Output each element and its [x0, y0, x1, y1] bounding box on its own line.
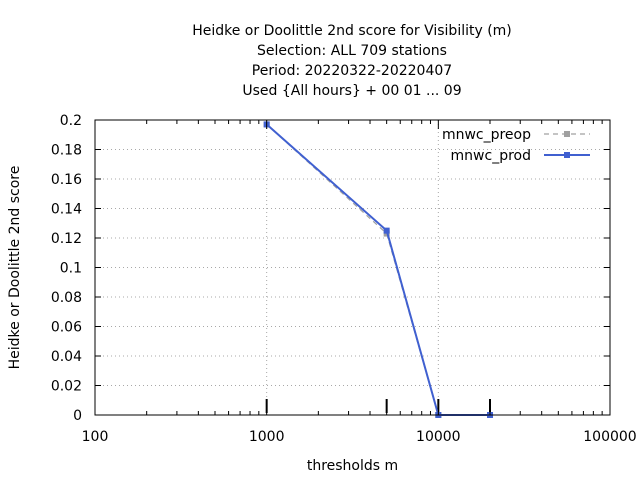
legend: mnwc_preop mnwc_prod	[442, 127, 590, 164]
y-axis-label: Heidke or Doolittle 2nd score	[7, 166, 23, 370]
y-tick-label: 0.16	[51, 172, 82, 188]
plot-series	[263, 121, 494, 418]
y-tick-label: 0.18	[51, 143, 82, 159]
y-tick-label: 0.1	[60, 261, 82, 277]
legend-marker	[564, 152, 570, 158]
x-tick-label: 100000	[583, 429, 636, 445]
data-point-mnwc_prod	[383, 227, 390, 234]
legend-label: mnwc_prod	[451, 148, 531, 164]
legend-marker	[564, 131, 570, 137]
y-axis-ticks: 0 0.02 0.04 0.06 0.08 0.1 0.12 0.14 0.16 0.18 0.2	[51, 113, 610, 424]
chart-title-line: Heidke or Doolittle 2nd score for Visibi…	[192, 23, 512, 39]
x-axis-ticks: 100 1000 10000 100000	[82, 120, 637, 445]
x-tick-label: 1000	[249, 429, 285, 445]
y-tick-label: 0.02	[51, 379, 82, 395]
threshold-markers	[265, 399, 492, 413]
chart-title: Heidke or Doolittle 2nd score for Visibi…	[192, 23, 512, 99]
series-line-mnwc_prod	[266, 123, 490, 416]
y-tick-label: 0.14	[51, 202, 82, 218]
chart-title-line: Period: 20220322-20220407	[252, 63, 452, 79]
y-tick-label: 0.08	[51, 290, 82, 306]
plot-frame	[94, 119, 611, 416]
x-tick-label: 100	[82, 429, 109, 445]
y-tick-label: 0	[73, 408, 82, 424]
series-line-mnwc_preop	[266, 123, 490, 416]
legend-label: mnwc_preop	[442, 127, 531, 143]
grid	[95, 120, 610, 415]
chart-title-line: Used {All hours} + 00 01 ... 09	[242, 83, 461, 99]
y-tick-label: 0.2	[60, 113, 82, 129]
x-tick-label: 10000	[416, 429, 461, 445]
y-tick-label: 0.04	[51, 349, 82, 365]
chart-title-line: Selection: ALL 709 stations	[257, 43, 447, 59]
y-tick-label: 0.12	[51, 231, 82, 247]
y-tick-label: 0.06	[51, 320, 82, 336]
x-axis-label: thresholds m	[307, 458, 398, 474]
